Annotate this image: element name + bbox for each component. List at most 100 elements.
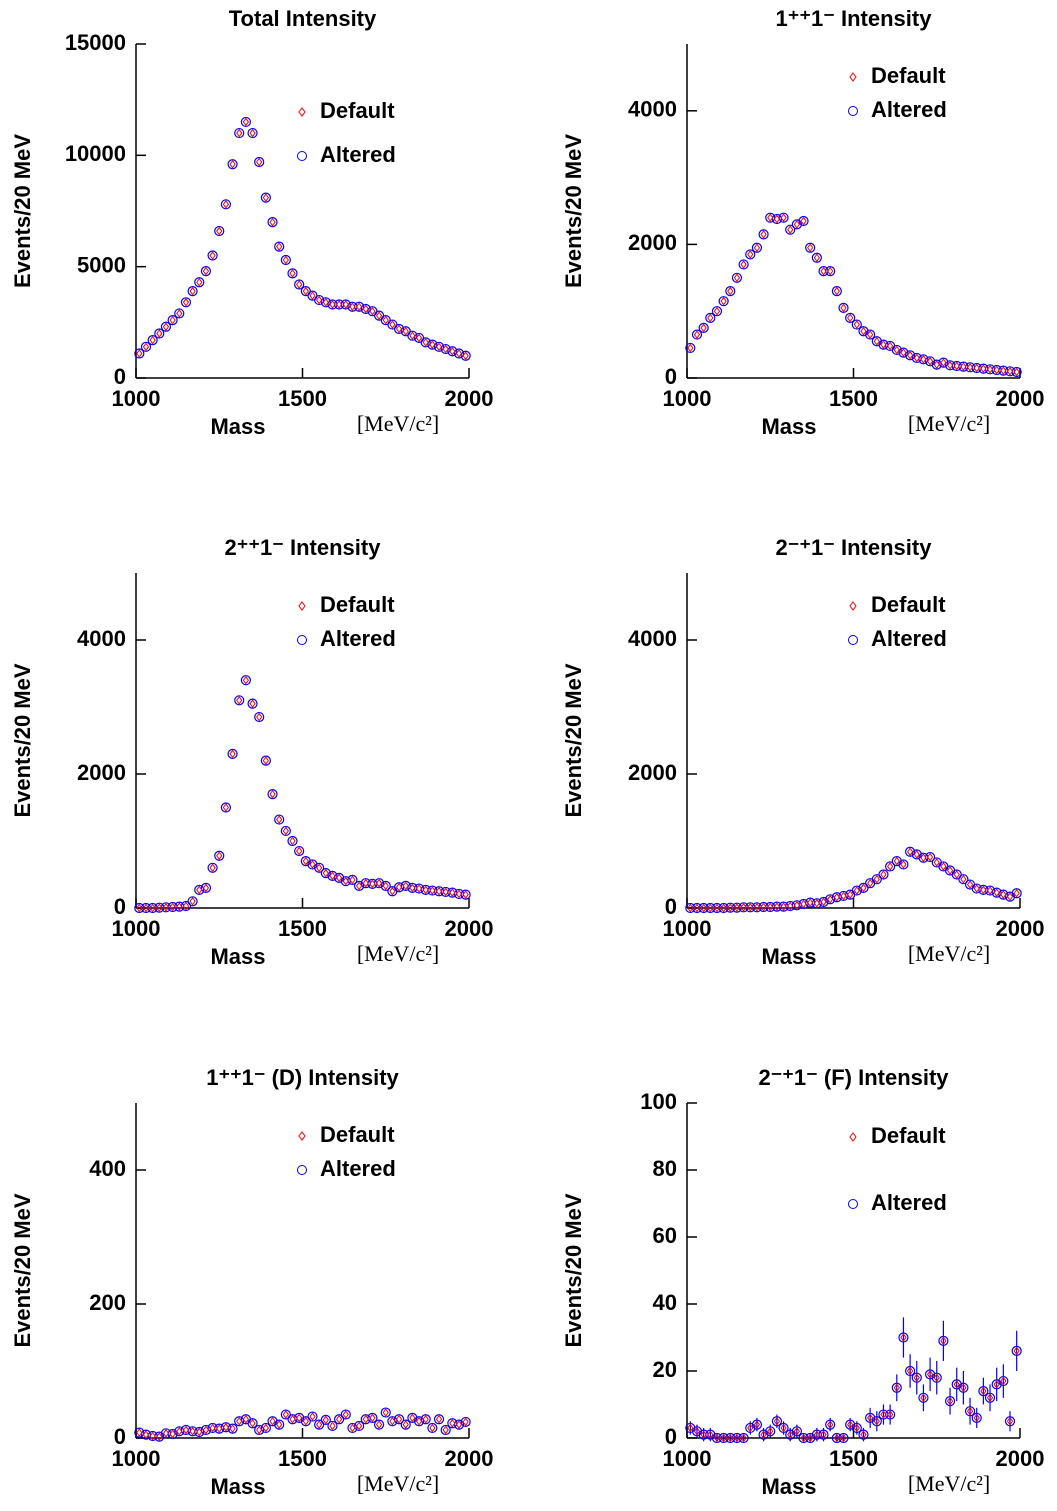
marker-diamond — [262, 193, 269, 203]
marker-diamond — [906, 350, 914, 360]
marker-diamond — [282, 255, 289, 265]
marker-diamond — [189, 1426, 196, 1436]
marker-circle — [393, 1414, 405, 1425]
marker-diamond — [316, 1420, 323, 1429]
marker-diamond — [767, 1426, 774, 1436]
marker-diamond — [687, 903, 694, 913]
marker-diamond — [940, 1336, 947, 1346]
legend-label: Altered — [871, 626, 947, 651]
marker-diamond — [375, 1420, 383, 1429]
marker-diamond — [429, 340, 436, 349]
marker-circle — [174, 308, 185, 319]
y-tick-label: 0 — [665, 364, 677, 389]
marker-circle — [314, 1419, 325, 1430]
marker-diamond — [282, 826, 289, 836]
marker-diamond — [329, 300, 336, 309]
marker-circle — [294, 279, 305, 290]
marker-diamond — [222, 803, 230, 812]
marker-diamond — [269, 1416, 276, 1426]
marker-diamond — [462, 890, 469, 899]
marker-diamond — [933, 1373, 940, 1383]
marker-diamond — [733, 273, 741, 283]
marker-diamond — [395, 324, 403, 334]
marker-diamond — [202, 883, 210, 893]
marker-diamond — [242, 117, 250, 127]
legend-label: Default — [871, 1123, 946, 1148]
marker-circle — [174, 1426, 185, 1437]
marker-circle — [360, 1414, 371, 1425]
marker-diamond — [787, 225, 794, 235]
marker-diamond — [449, 888, 456, 897]
marker-diamond — [209, 863, 216, 873]
marker-diamond — [375, 311, 383, 321]
marker-diamond — [933, 858, 940, 867]
marker-diamond — [887, 341, 894, 351]
x-tick-label: 2000 — [996, 1446, 1045, 1471]
marker-circle — [393, 882, 405, 893]
marker-circle — [825, 894, 836, 905]
marker-diamond — [402, 326, 409, 336]
marker-circle — [354, 1420, 365, 1432]
marker-diamond — [986, 364, 994, 374]
marker-diamond — [753, 1420, 761, 1429]
legend-marker — [297, 635, 307, 645]
marker-circle — [1004, 891, 1016, 902]
marker-circle — [891, 855, 902, 867]
marker-circle — [898, 859, 909, 870]
y-tick-label: 0 — [665, 1424, 677, 1449]
marker-circle — [314, 862, 325, 873]
marker-diamond — [753, 902, 761, 912]
marker-diamond — [827, 1420, 834, 1429]
marker-diamond — [913, 1373, 920, 1383]
marker-circle — [758, 229, 769, 240]
marker-diamond — [389, 886, 396, 896]
marker-diamond — [336, 873, 343, 883]
marker-circle — [307, 859, 318, 870]
marker-diamond — [302, 856, 309, 866]
marker-circle — [831, 286, 842, 297]
marker-circle — [180, 1424, 192, 1436]
marker-diamond — [449, 1418, 456, 1428]
marker-diamond — [136, 1428, 143, 1438]
marker-diamond — [229, 749, 236, 759]
marker-diamond — [820, 266, 827, 276]
marker-diamond — [793, 1426, 801, 1436]
marker-diamond — [760, 230, 767, 239]
marker-diamond — [853, 320, 860, 329]
legend-label: Default — [871, 592, 946, 617]
marker-diamond — [807, 243, 814, 253]
marker-circle — [287, 268, 298, 279]
marker-diamond — [216, 226, 223, 236]
marker-diamond — [342, 876, 349, 886]
chart-title: 1⁺⁺1⁻ Intensity — [776, 6, 933, 31]
marker-diamond — [793, 900, 801, 910]
x-axis-unit: [MeV/c²] — [908, 941, 990, 966]
marker-diamond — [1000, 1376, 1007, 1386]
marker-circle — [858, 882, 869, 894]
marker-diamond — [773, 1416, 781, 1426]
marker-circle — [838, 890, 849, 902]
marker-diamond — [415, 333, 423, 343]
marker-circle — [924, 356, 936, 367]
marker-circle — [447, 1418, 458, 1429]
marker-diamond — [980, 364, 987, 374]
marker-diamond — [336, 300, 343, 309]
marker-diamond — [162, 1428, 170, 1438]
marker-circle — [911, 849, 922, 860]
legend-marker — [298, 601, 306, 611]
marker-diamond — [322, 868, 329, 878]
marker-diamond — [316, 295, 323, 305]
marker-diamond — [136, 903, 143, 913]
x-tick-label: 1500 — [278, 386, 327, 411]
marker-circle — [320, 297, 331, 308]
marker-circle — [831, 892, 842, 903]
marker-circle — [160, 321, 172, 332]
x-axis-label: Mass — [761, 944, 816, 969]
marker-diamond — [693, 1426, 701, 1436]
marker-diamond — [422, 1414, 429, 1424]
marker-diamond — [382, 315, 389, 325]
y-axis-label: Events/20 MeV — [10, 134, 35, 288]
chart-title: 2⁺⁺1⁻ Intensity — [225, 535, 382, 560]
marker-diamond — [276, 815, 283, 824]
marker-diamond — [693, 903, 701, 913]
